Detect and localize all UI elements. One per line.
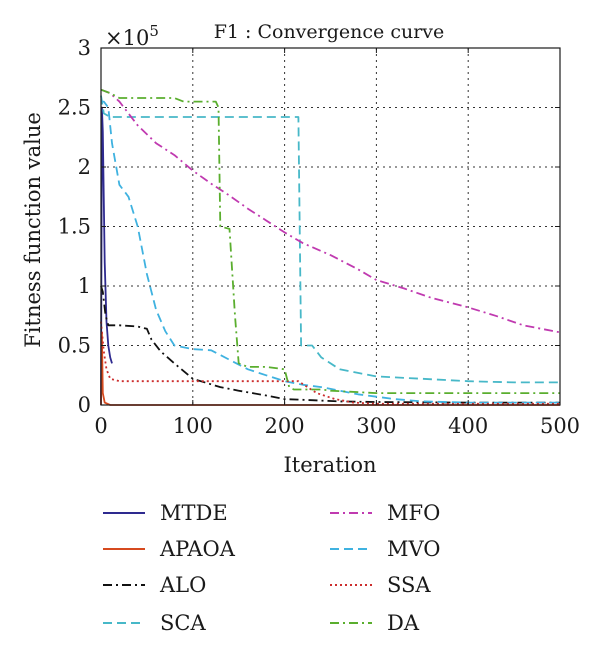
y-tick-label: 0.5 [58,334,91,358]
x-tick-label: 0 [94,414,107,438]
y-multiplier-label: ×105 [105,22,159,50]
y-tick-label: 2.5 [58,96,91,120]
y-tick-label: 0 [78,393,91,417]
axis-ticks: 0 100 200 300 400 500 0 0.5 1 1.5 2 2.5 3 [58,36,580,438]
series-line-ssa [100,321,560,405]
legend-label-mfo: MFO [387,501,440,525]
chart-title: F1 : Convergence curve [214,21,445,43]
series-line-mtde [100,106,113,406]
y-tick-label: 1 [78,274,91,298]
x-axis-label: Iteration [283,453,376,477]
y-tick-label: 2 [78,155,91,179]
legend-label-ssa: SSA [387,573,431,597]
series-line-da [100,88,560,394]
series-line-sca [100,95,560,384]
legend-label-sca: SCA [160,611,206,635]
y-axis-label: Fitness function value [21,112,45,348]
series-lines [100,88,561,406]
legend-label-alo: ALO [159,573,206,597]
y-tick-label: 1.5 [58,215,91,239]
legend-label-mvo: MVO [387,537,441,561]
series-line-alo [100,285,560,404]
y-tick-label: 3 [78,36,91,60]
x-tick-label: 100 [173,414,213,438]
legend-label-da: DA [387,611,420,635]
legend: MTDE APAOA ALO SCA MFO MVO SSA DA [103,501,441,635]
x-tick-label: 200 [265,414,305,438]
x-tick-label: 400 [448,414,488,438]
legend-label-mtde: MTDE [160,501,228,525]
x-tick-label: 500 [540,414,580,438]
grid [101,48,560,405]
series-line-mvo [101,100,560,404]
legend-label-apaoa: APAOA [159,537,236,561]
y-multiplier-base: ×10 [105,26,149,50]
x-tick-label: 300 [356,414,396,438]
series-line-mfo [100,88,561,334]
y-multiplier-exponent: 5 [149,22,159,40]
